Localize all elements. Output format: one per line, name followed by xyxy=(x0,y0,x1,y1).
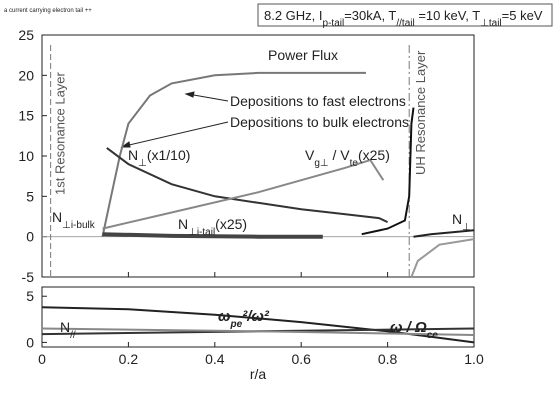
curve-label: ω / Ωce xyxy=(390,319,438,341)
text-part: N xyxy=(60,319,70,335)
bottom-frame xyxy=(41,286,475,348)
series-line xyxy=(102,158,385,230)
text-part: V xyxy=(305,147,315,163)
text-part: g⊥ xyxy=(314,158,328,169)
text-part: ⊥ xyxy=(462,222,471,233)
text-part: // xyxy=(70,330,76,341)
curve-label: ωpe²/ω² xyxy=(218,308,270,330)
text-part: (x25) xyxy=(215,216,247,232)
curve-label: Power Flux xyxy=(268,47,338,63)
x-tick-label: 0.8 xyxy=(378,351,398,367)
series-line xyxy=(41,306,475,344)
text-part: p-tail xyxy=(323,18,345,29)
text-part: (x1/10) xyxy=(147,147,191,163)
x-tick-label: 0.2 xyxy=(119,351,139,367)
text-part: =10 keV, T xyxy=(415,8,480,23)
text-part: / V xyxy=(329,147,351,163)
text-part: N xyxy=(452,211,462,227)
curve-label: N⊥(x1/10) xyxy=(128,147,190,169)
curve-label: N// xyxy=(60,319,76,341)
series-line xyxy=(101,71,366,237)
text-part: Depositions to bulk electrons xyxy=(230,114,409,130)
text-part: ω / Ω xyxy=(390,319,427,336)
curve-label: N⊥i-tail(x25) xyxy=(178,216,247,238)
curve-label: Vg⊥ / Vte(x25) xyxy=(305,147,390,169)
series-line xyxy=(102,232,323,239)
text-part: ce xyxy=(427,330,439,341)
y-tick-label: 5 xyxy=(26,288,34,304)
layer-label: 1st Resonance Layer xyxy=(53,71,68,195)
text-part: N xyxy=(128,147,138,163)
y-tick-label: 5 xyxy=(26,188,34,204)
series-line xyxy=(413,229,475,238)
text-part: ⊥i-bulk xyxy=(62,220,96,231)
x-tick-label: 0.4 xyxy=(205,351,225,367)
layer-label: UH Resonance Layer xyxy=(413,50,428,175)
text-part: pe xyxy=(230,319,243,330)
arrows xyxy=(120,91,229,148)
note: a current carrying electron tail ++ xyxy=(4,8,92,14)
curve-label: N⊥ xyxy=(452,211,471,233)
y-tick-label: 0 xyxy=(26,334,34,350)
text-part: Power Flux xyxy=(268,47,338,63)
x-tick-label: 1.0 xyxy=(464,351,484,367)
y-tick-label: 25 xyxy=(18,27,34,43)
text-part: ω xyxy=(218,308,231,325)
x-axis-label: r/a xyxy=(250,366,267,382)
text-part: N xyxy=(52,209,62,225)
text-part: ⊥tail xyxy=(480,18,502,29)
title-box xyxy=(257,3,553,27)
text-part: =30kA, T xyxy=(344,8,396,23)
text-part: (x25) xyxy=(358,147,390,163)
series-line xyxy=(410,238,475,278)
series-line xyxy=(361,107,415,236)
curve-label: Depositions to bulk electrons xyxy=(230,114,409,130)
y-tick-label: 10 xyxy=(18,148,34,164)
y-tick-label: 20 xyxy=(18,67,34,83)
y-tick-label: -5 xyxy=(22,269,35,285)
x-tick-label: 0.6 xyxy=(291,351,311,367)
text-part: ²/ω² xyxy=(242,308,270,325)
text-part: //tail xyxy=(396,18,414,29)
y-tick-label: 15 xyxy=(18,108,34,124)
text-part: Depositions to fast electrons xyxy=(230,93,406,109)
y-tick-label: 0 xyxy=(26,229,34,245)
text-part: =5 keV xyxy=(502,8,543,23)
text-part: ⊥i-tail xyxy=(188,227,215,238)
series-line xyxy=(41,327,475,336)
chart-title: 8.2 GHz, Ip-tail=30kA, T//tail =10 keV, … xyxy=(264,8,543,29)
curve-label: Depositions to fast electrons xyxy=(230,93,406,109)
text-part: te xyxy=(350,158,359,169)
text-part: ⊥ xyxy=(138,158,147,169)
text-part: N xyxy=(178,216,188,232)
text-part: 8.2 GHz, I xyxy=(264,8,323,23)
curve-label: N⊥i-bulk xyxy=(52,209,96,231)
x-tick-label: 0 xyxy=(38,351,46,367)
series-line xyxy=(106,147,389,224)
